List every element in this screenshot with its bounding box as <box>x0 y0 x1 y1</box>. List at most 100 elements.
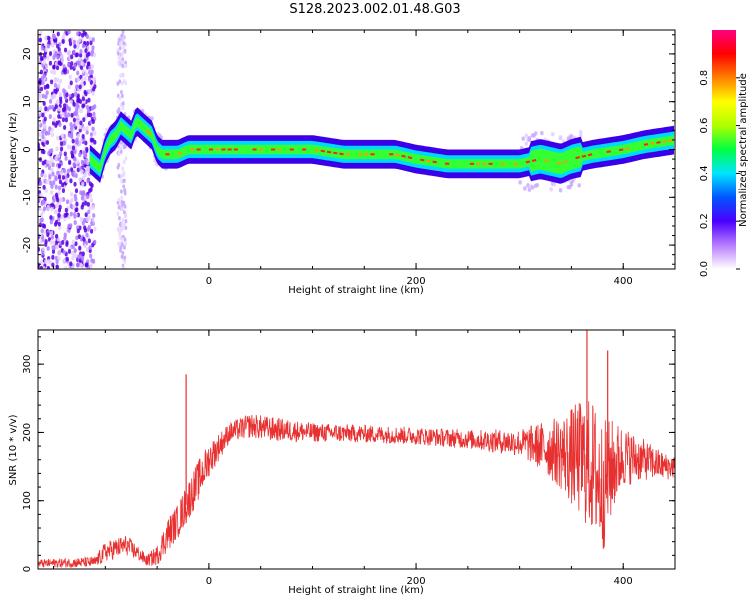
ridge-core <box>432 160 437 164</box>
noise-blob <box>49 36 53 42</box>
noise-blob <box>123 191 127 196</box>
ridge-core <box>531 159 537 162</box>
noise-blob <box>86 40 90 46</box>
noise-blob <box>122 222 126 227</box>
noise-blob <box>69 99 73 105</box>
noise-blob <box>92 111 96 117</box>
noise-blob <box>46 55 50 61</box>
ridge-core <box>525 160 531 164</box>
noise-blob <box>72 162 77 168</box>
noise-blob <box>123 178 126 183</box>
noise-blob <box>67 106 72 112</box>
noise-blob <box>73 253 77 259</box>
noise-blob <box>90 64 95 69</box>
noise-blob <box>56 197 60 203</box>
noise-blob <box>41 112 45 118</box>
ridge-core <box>395 153 400 157</box>
noise-blob <box>76 167 80 173</box>
noise-blob <box>79 65 84 71</box>
noise-blob <box>84 212 88 218</box>
noise-blob <box>45 140 50 145</box>
noise-blob <box>42 266 46 269</box>
noise-blob <box>46 232 50 238</box>
noise-blob <box>69 223 73 229</box>
noise-blob <box>122 209 126 215</box>
spectrogram-frame <box>37 29 676 270</box>
noise-blob <box>67 84 71 90</box>
y-tick-label: 10 <box>22 95 33 108</box>
noise-blob <box>44 106 48 112</box>
noise-blob <box>55 192 59 198</box>
noise-blob <box>85 34 89 39</box>
noise-blob <box>72 101 76 107</box>
noise-blob <box>92 52 97 58</box>
noise-blob <box>47 130 51 136</box>
ridge-core <box>314 148 319 152</box>
noise-blob <box>83 76 87 82</box>
ridge-core <box>146 129 152 135</box>
noise-blob <box>58 179 63 185</box>
noise-blob <box>93 226 97 232</box>
noise-blob <box>92 86 96 92</box>
noise-blob <box>52 197 56 203</box>
noise-blob <box>67 112 71 118</box>
ridge-halo <box>569 182 574 187</box>
noise-blob <box>62 249 66 255</box>
noise-blob <box>79 108 83 114</box>
noise-blob <box>38 246 41 252</box>
noise-blob <box>54 155 58 161</box>
noise-blob <box>82 236 86 242</box>
ridge-halo <box>558 135 563 140</box>
ridge-core <box>420 158 425 162</box>
noise-blob <box>38 132 42 137</box>
noise-blob <box>120 81 124 86</box>
noise-blob <box>68 160 72 166</box>
noise-blob <box>74 173 78 179</box>
spectrogram-x-label: Height of straight line (km) <box>288 285 424 296</box>
noise-blob <box>121 225 125 231</box>
noise-blob <box>39 233 43 239</box>
ridge-halo <box>569 133 574 139</box>
noise-blob <box>41 80 45 86</box>
noise-blob <box>120 33 124 38</box>
noise-blob <box>52 34 56 40</box>
noise-blob <box>70 54 74 60</box>
noise-blob <box>81 201 85 207</box>
noise-blob <box>89 263 93 268</box>
noise-blob <box>61 175 66 180</box>
noise-blob <box>91 126 95 132</box>
noise-blob <box>87 97 91 103</box>
noise-blob <box>121 101 125 106</box>
noise-blob <box>122 79 126 84</box>
noise-blob <box>58 185 62 191</box>
colorbar-tick-label: 0.6 <box>699 118 710 134</box>
noise-blob <box>119 235 122 241</box>
ridge-halo <box>524 141 529 146</box>
noise-blob <box>93 131 97 136</box>
ridge-core <box>544 159 549 162</box>
spectrogram-noise-layer <box>38 30 128 269</box>
noise-blob <box>57 221 61 227</box>
noise-blob <box>122 184 126 189</box>
noise-blob <box>124 219 128 224</box>
noise-blob <box>51 120 56 126</box>
ridge-core <box>339 152 344 156</box>
noise-blob <box>79 120 83 126</box>
noise-blob <box>85 125 89 131</box>
noise-blob <box>52 64 56 70</box>
noise-blob <box>42 122 46 128</box>
noise-blob <box>70 61 74 66</box>
noise-blob <box>61 188 66 194</box>
ridge-halo <box>535 183 540 188</box>
noise-blob <box>120 173 124 178</box>
noise-blob <box>67 214 71 220</box>
noise-blob <box>122 145 126 150</box>
ridge-core <box>575 156 580 160</box>
noise-blob <box>71 171 75 177</box>
noise-blob <box>45 83 50 89</box>
snr-x-label: Height of straight line (km) <box>288 585 424 596</box>
noise-blob <box>62 32 66 38</box>
ridge-core <box>177 151 183 156</box>
noise-blob <box>83 195 87 201</box>
noise-blob <box>72 117 77 123</box>
